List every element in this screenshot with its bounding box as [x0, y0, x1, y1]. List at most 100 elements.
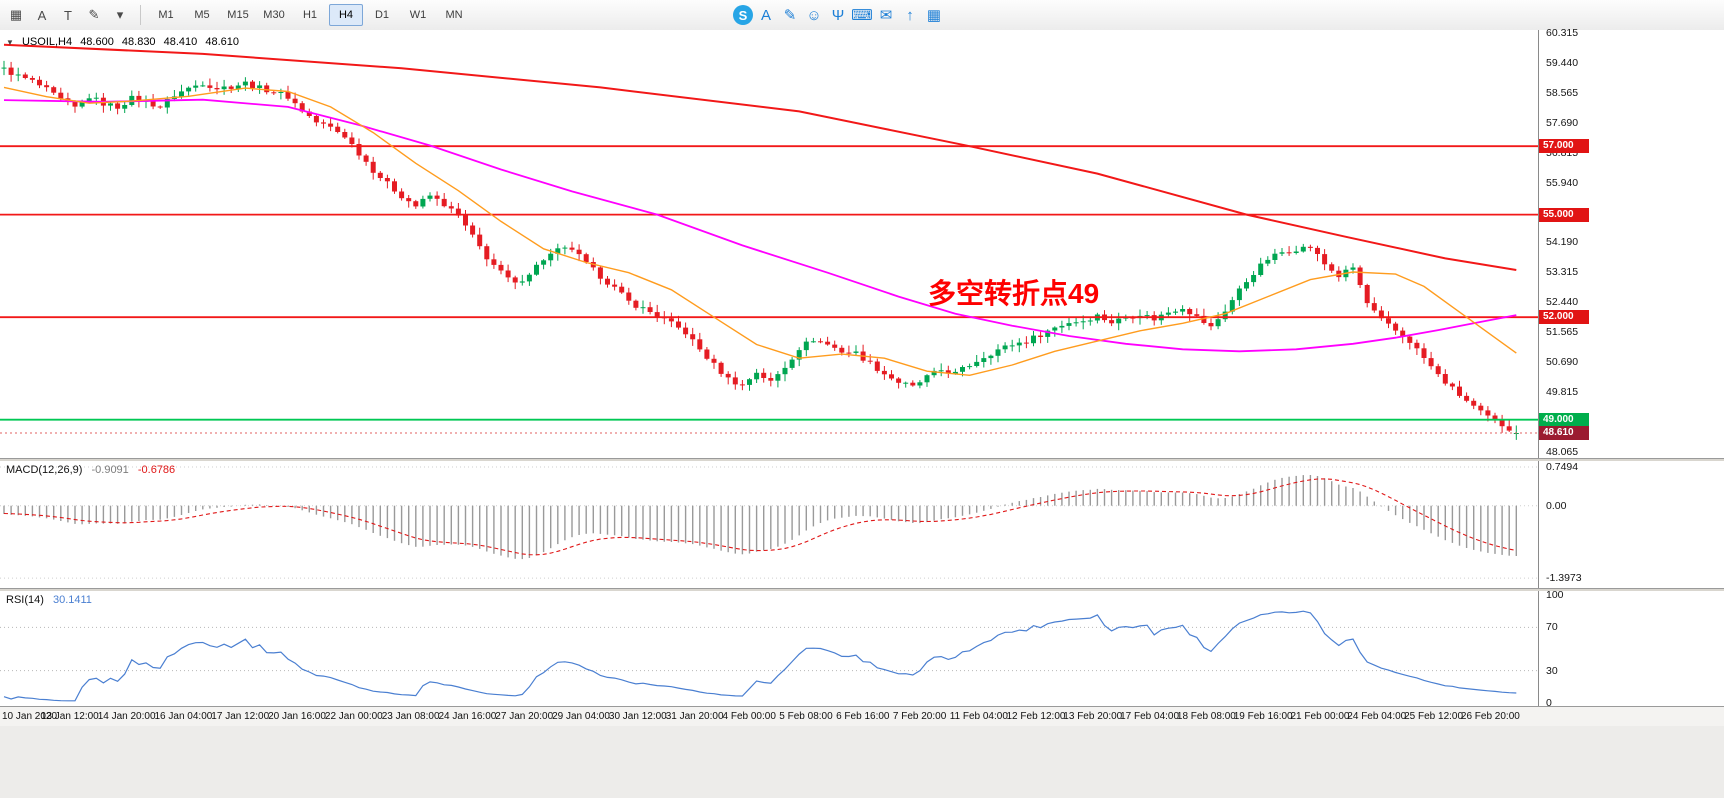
close-value: 48.610 [205, 36, 239, 48]
voice-icon[interactable]: Ψ [831, 6, 845, 24]
price-axis-tick: 54.190 [1546, 236, 1579, 249]
time-label: 23 Jan 08:00 [381, 711, 440, 722]
toolbox-icon[interactable]: ▦ [926, 7, 942, 24]
rsi-label: RSI(14) 30.1411 [6, 594, 98, 606]
toolbar-separator [140, 5, 141, 25]
text-label-icon[interactable]: A [37, 7, 47, 23]
lines-tool-icon[interactable]: ✎ [88, 7, 100, 22]
price-axis-tick: 52.440 [1546, 296, 1579, 309]
macd-signal-value: -0.6786 [137, 464, 176, 476]
price-axis-tick: 53.315 [1546, 266, 1579, 279]
handwriting-icon[interactable]: ✎ [783, 7, 797, 24]
ma-fast-orange [3, 86, 1517, 377]
rsi-panel[interactable]: RSI(14) 30.1411 100 70 30 0 [0, 589, 1724, 709]
cursor-tool-icon[interactable]: T [64, 7, 72, 23]
price-axis-tick: 50.690 [1546, 355, 1579, 368]
price-axis-tick: 57.690 [1546, 116, 1579, 129]
time-label: 31 Jan 20:00 [665, 711, 724, 722]
open-value: 48.600 [80, 36, 114, 48]
timeframe-button-w1[interactable]: W1 [409, 9, 427, 21]
time-label: 22 Jan 00:00 [324, 711, 383, 722]
time-label: 10 Jan 2020 [2, 711, 58, 722]
price-line-badge: 52.000 [1539, 310, 1589, 325]
high-value: 48.830 [121, 36, 156, 48]
time-axis[interactable]: 10 Jan 2020 13 Jan 12:00 14 Jan 20:00 16 Ja… [0, 706, 1724, 727]
rsi-axis[interactable]: 100 70 30 0 [1538, 589, 1724, 709]
input-mode-icon[interactable]: A [760, 6, 771, 24]
macd-label: MACD(12,26,9) -0.9091 -0.6786 [6, 464, 181, 476]
time-label: 4 Feb 00:00 [722, 711, 776, 722]
macd-main-value: -0.9091 [91, 464, 129, 476]
collapse-caret-icon[interactable]: ▼ [6, 38, 14, 47]
timeframe-button-m5[interactable]: M5 [194, 9, 210, 21]
chart-annotation-text[interactable]: 多空转折点49 [928, 278, 1100, 309]
time-label: 11 Feb 04:00 [949, 711, 1008, 722]
time-label: 27 Jan 20:00 [495, 711, 554, 722]
timeframe-button-d1[interactable]: D1 [374, 9, 390, 21]
time-label: 6 Feb 16:00 [836, 711, 890, 722]
price-line-badge: 57.000 [1539, 139, 1589, 154]
price-axis[interactable]: 60.31559.44058.56557.69056.81555.94055.0… [1538, 27, 1724, 458]
price-axis-tick: 48.065 [1546, 445, 1579, 458]
rsi-line [3, 610, 1517, 702]
timeframe-button-h4[interactable]: H4 [329, 4, 363, 26]
timeframe-button-h1[interactable]: H1 [302, 9, 318, 21]
time-label: 12 Feb 12:00 [1006, 711, 1066, 722]
price-axis-tick: 58.565 [1546, 86, 1579, 99]
timeframe-button-mn[interactable]: MN [445, 9, 463, 21]
time-label: 24 Jan 16:00 [438, 711, 497, 722]
timeframe-button-m15[interactable]: M15 [227, 9, 249, 21]
keyboard-icon[interactable]: ⌨ [851, 7, 873, 24]
time-label: 18 Feb 08:00 [1176, 711, 1236, 722]
ohlc-readout: ▼ USOIL,H4 48.600 48.830 48.410 48.610 [6, 36, 244, 48]
price-line-badge: 55.000 [1539, 207, 1589, 222]
macd-chart-canvas[interactable] [0, 461, 1538, 588]
macd-signal-line [3, 478, 1517, 556]
macd-panel[interactable]: MACD(12,26,9) -0.9091 -0.6786 0.7494 0.00… [0, 461, 1724, 588]
price-line-badge: 49.000 [1539, 412, 1589, 427]
rsi-name: RSI(14) [6, 594, 44, 606]
time-label: 7 Feb 20:00 [892, 711, 947, 722]
rsi-axis-tick: 70 [1546, 621, 1558, 634]
ma-mid-magenta [3, 98, 1517, 353]
macd-axis-tick: 0.7494 [1546, 461, 1579, 473]
timeframe-button-m30[interactable]: M30 [263, 9, 285, 21]
current-price-badge: 48.610 [1539, 426, 1589, 440]
candlestick-chart-canvas[interactable] [0, 30, 1538, 458]
macd-axis-tick: -1.3973 [1546, 572, 1582, 585]
timeframe-button-m1[interactable]: M1 [158, 9, 174, 21]
macd-axis[interactable]: 0.7494 0.00 -1.3973 [1538, 461, 1724, 588]
mail-icon[interactable]: ✉ [879, 7, 893, 24]
rsi-axis-tick: 100 [1546, 589, 1564, 601]
main-chart-panel[interactable]: ▼ USOIL,H4 48.600 48.830 48.410 48.610 多… [0, 27, 1724, 458]
rsi-axis-tick: 30 [1546, 664, 1558, 677]
time-label: 25 Feb 12:00 [1404, 711, 1464, 722]
timeframe-toolbar: M1 M5 M15 M30 H1 H4 D1 W1 MN [149, 4, 473, 26]
time-label: 21 Feb 00:00 [1290, 711, 1350, 722]
share-icon[interactable]: ↑ [906, 6, 914, 24]
palette-grid-icon[interactable]: ▦ [9, 7, 23, 22]
time-label: 30 Jan 12:00 [608, 711, 667, 722]
price-axis-tick: 49.815 [1546, 385, 1579, 398]
price-axis-tick: 55.940 [1546, 176, 1579, 189]
time-label: 14 Jan 20:00 [97, 711, 156, 722]
time-label: 24 Feb 04:00 [1347, 711, 1407, 722]
price-axis-tick: 59.440 [1546, 56, 1579, 69]
time-label: 17 Feb 04:00 [1120, 711, 1180, 722]
symbol-timeframe-label: USOIL,H4 [21, 36, 73, 48]
rsi-axis-tick: 0 [1546, 697, 1552, 709]
dropdown-caret-icon[interactable]: ▾ [116, 7, 124, 22]
rsi-chart-canvas[interactable] [0, 591, 1538, 706]
rsi-value: 30.1411 [52, 594, 92, 606]
sogou-logo-icon[interactable]: S [733, 5, 753, 25]
time-label: 20 Jan 16:00 [268, 711, 326, 722]
macd-axis-tick: 0.00 [1546, 499, 1567, 512]
toolbar-left-group: ▦ A T ✎ ▾ [0, 3, 136, 27]
time-label: 19 Feb 16:00 [1233, 711, 1293, 722]
time-label: 13 Jan 12:00 [40, 711, 99, 722]
toolbar: ▦ A T ✎ ▾ M1 M5 M15 M30 H1 H4 D1 W1 MN S A ✎ ☺ Ψ ⌨ ✉ ↑ ▦ [0, 0, 1724, 31]
macd-histogram [3, 475, 1518, 560]
emoji-icon[interactable]: ☺ [806, 6, 822, 24]
time-label: 16 Jan 04:00 [154, 711, 213, 722]
